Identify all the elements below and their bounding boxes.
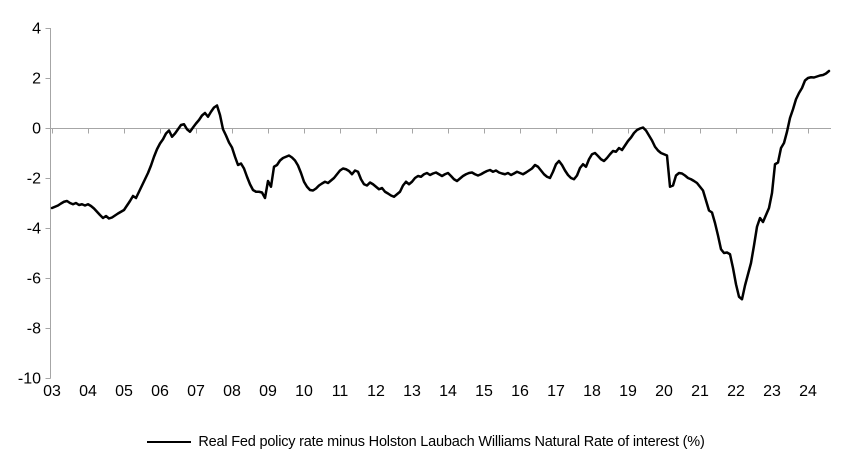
- x-axis-label: 06: [151, 383, 169, 400]
- x-axis-label: 13: [403, 383, 421, 400]
- data-line: [50, 69, 831, 301]
- chart-legend: Real Fed policy rate minus Holston Lauba…: [0, 434, 852, 450]
- x-axis-label: 07: [187, 383, 205, 400]
- y-axis: 4 2 0 -2 -4 -6 -8 -10: [18, 21, 51, 388]
- x-axis-label: 14: [439, 383, 457, 400]
- x-axis-label: 09: [259, 383, 277, 400]
- x-axis-label: 08: [223, 383, 241, 400]
- y-axis-label: -8: [27, 321, 41, 338]
- x-axis-label: 10: [295, 383, 313, 400]
- y-axis-label: 2: [32, 71, 41, 88]
- x-axis-label: 17: [547, 383, 565, 400]
- x-axis-label: 15: [475, 383, 493, 400]
- x-axis-label: 20: [655, 383, 673, 400]
- x-axis-label: 16: [511, 383, 529, 400]
- x-axis-label: 22: [727, 383, 745, 400]
- data-series: [50, 69, 831, 301]
- y-axis-label: 0: [32, 121, 41, 138]
- x-axis: 03 04 05 06 07 08 09 10 11 12 13 14 15 16 17 18 19 20 21 22…: [43, 128, 817, 400]
- x-axis-label: 11: [332, 383, 349, 400]
- x-axis-label: 21: [691, 383, 709, 400]
- y-axis-label: -10: [18, 371, 41, 388]
- x-axis-label: 12: [367, 383, 385, 400]
- legend-line-icon: [147, 441, 192, 443]
- x-axis-label: 24: [799, 383, 817, 400]
- x-axis-label: 03: [43, 383, 61, 400]
- y-axis-label: -4: [27, 221, 41, 238]
- y-axis-label: 4: [32, 21, 41, 38]
- legend-label: Real Fed policy rate minus Holston Lauba…: [198, 434, 705, 450]
- y-axis-label: -6: [27, 271, 41, 288]
- x-axis-label: 23: [763, 383, 781, 400]
- y-axis-label: -2: [27, 171, 41, 188]
- x-axis-label: 18: [583, 383, 601, 400]
- x-axis-label: 05: [115, 383, 133, 400]
- x-axis-label: 04: [79, 383, 97, 400]
- x-axis-label: 19: [619, 383, 637, 400]
